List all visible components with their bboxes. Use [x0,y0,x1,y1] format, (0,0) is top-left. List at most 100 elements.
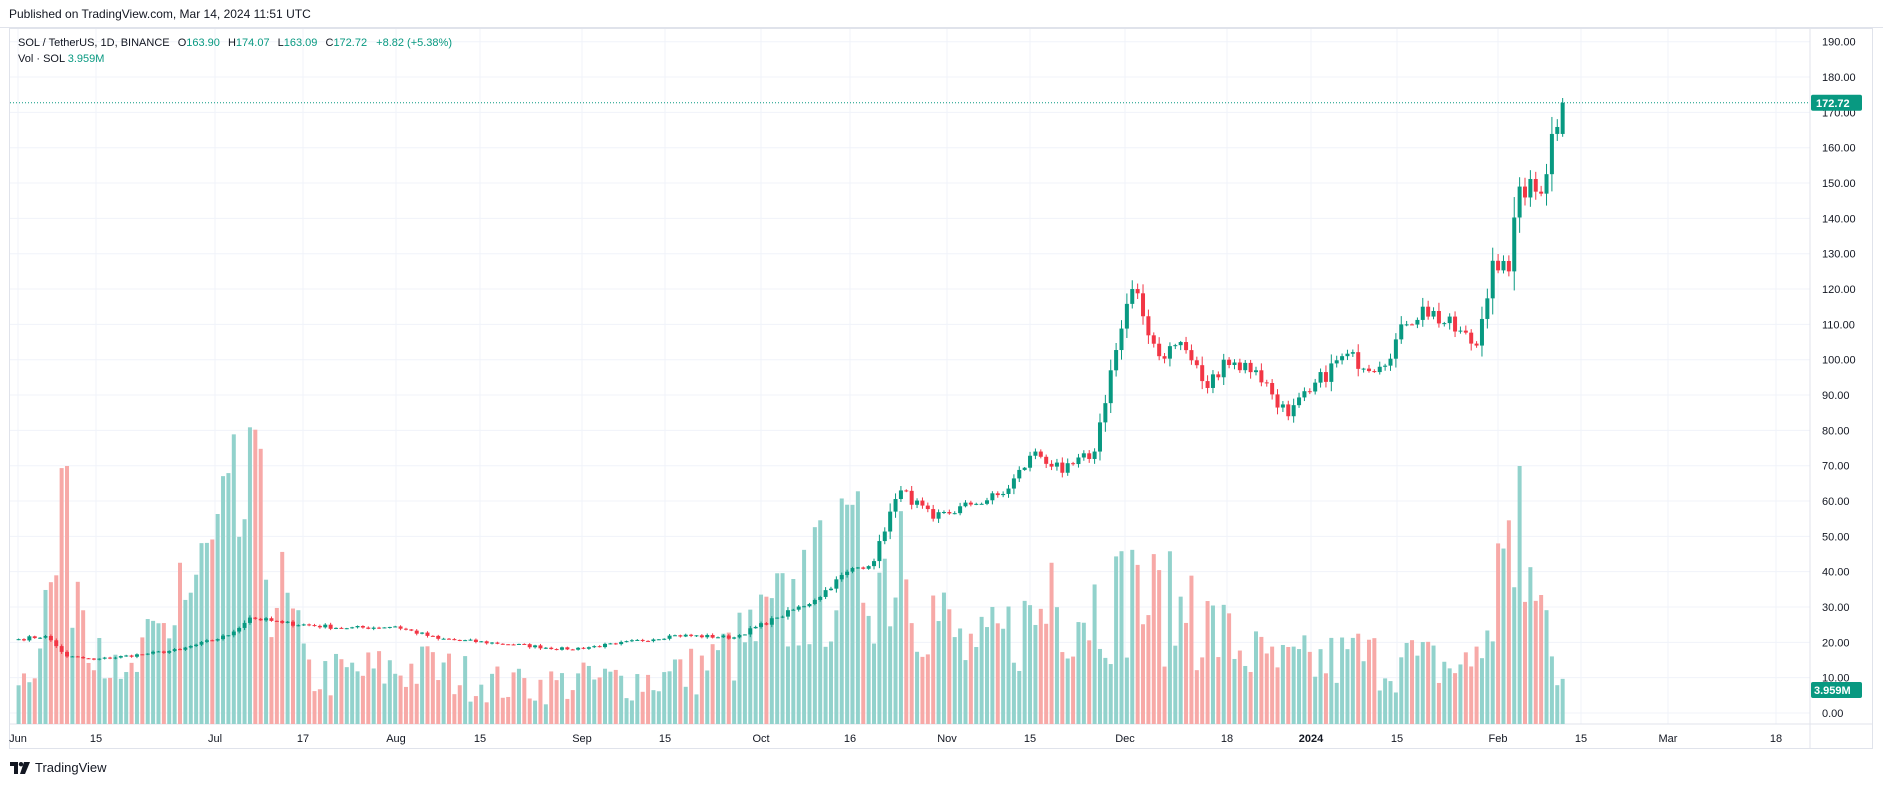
candle-body [1162,356,1167,359]
volume-bar [646,674,651,724]
candle-body [1130,289,1135,304]
volume-bar [1028,605,1033,724]
volume-bar [441,662,446,724]
candle-body [629,640,634,642]
volume-bar [1366,639,1371,724]
volume-bar [855,491,860,724]
candle-body [775,617,780,619]
volume-label[interactable]: Vol · SOL [18,53,65,65]
volume-bar [1302,635,1307,724]
last-price-label: 172.72 [1816,98,1850,110]
candle-body [48,635,53,641]
volume-bar [1555,685,1560,724]
volume-bar [264,579,269,724]
y-tick-label: 50.00 [1822,531,1850,543]
candle-body [371,627,376,629]
candle-body [1184,342,1189,351]
candle-body [1431,310,1436,317]
volume-bar [403,686,408,724]
symbol-label[interactable]: SOL / TetherUS, 1D, BINANCE [18,37,170,49]
candle-body [1254,370,1258,373]
candle-body [592,646,597,648]
close-value: 172.72 [333,37,368,49]
candle-body [425,632,430,636]
volume-bar [1092,584,1097,724]
volume-bar [710,644,715,724]
candlestick-chart[interactable]: 0.00 10.00 20.00 30.00 40.00 50.00 60.00 70.00 8… [0,0,1883,749]
x-tick-label: 15 [1024,733,1036,745]
volume-bar [656,691,661,724]
candle-body [1388,358,1393,366]
volume-bar [382,683,387,724]
volume-bar [1512,587,1517,724]
candle-body [1060,462,1065,473]
candle-body [753,626,758,629]
volume-bar [1022,600,1027,724]
candle-body [1560,102,1565,134]
candle-body [280,620,285,623]
y-tick-label: 40.00 [1822,567,1850,579]
volume-bar [1431,645,1436,724]
candle-body [38,637,43,639]
candle-body [915,500,920,505]
candle-body [570,649,575,651]
candle-body [1146,316,1151,336]
candle-body [1506,260,1511,272]
candle-body [1302,391,1307,398]
candle-body [1216,374,1221,378]
volume-bar [974,647,979,724]
x-tick-label: Oct [752,733,769,745]
volume-bar [1474,646,1479,724]
volume-bar [753,641,758,724]
candle-body [264,618,269,621]
volume-bar [699,655,704,724]
candle-body [597,646,602,648]
volume-bar [818,520,823,724]
candle-body [81,657,86,659]
candle-body [43,635,48,638]
volume-bar [968,633,973,724]
candle-body [619,641,624,645]
volume-bar [898,511,903,724]
candle-body [1243,362,1248,371]
candle-body [877,541,882,562]
candle-body [603,643,608,648]
volume-bar [925,654,930,724]
volume-bar [1167,551,1172,724]
volume-bar [54,575,59,724]
volume-bar [27,682,32,724]
volume-bar [1243,665,1248,724]
volume-bar [527,698,532,724]
volume-bar [1291,646,1296,724]
volume-bar [473,696,478,724]
x-tick-label: 17 [297,733,309,745]
y-tick-label: 60.00 [1822,496,1850,508]
volume-bar [1323,673,1328,724]
chart-frame [9,28,1873,749]
volume-bar [791,578,796,724]
footer: TradingView [0,749,1883,788]
candle-body [898,490,903,500]
chart-legend: SOL / TetherUS, 1D, BINANCE O163.90 H174… [18,35,452,67]
candle-body [172,649,177,652]
volume-bar [533,700,538,724]
tradingview-brand[interactable]: TradingView [10,760,107,775]
x-tick-label: Sep [572,733,592,745]
candle-body [1006,488,1011,494]
volume-bar [145,619,150,724]
candle-body [1350,352,1355,354]
volume-bar [1313,676,1318,724]
volume-bar [576,673,581,724]
volume-bar [108,677,113,724]
volume-bar [371,668,376,724]
volume-bar [506,696,511,724]
volume-bar [742,642,747,724]
brand-name: TradingView [35,760,107,775]
volume-bar [167,638,172,724]
candle-body [1178,342,1183,346]
candle-body [678,635,683,637]
y-tick-label: 10.00 [1822,673,1850,685]
candle-body [274,620,279,622]
volume-bar [102,678,107,724]
candle-body [1523,186,1527,198]
